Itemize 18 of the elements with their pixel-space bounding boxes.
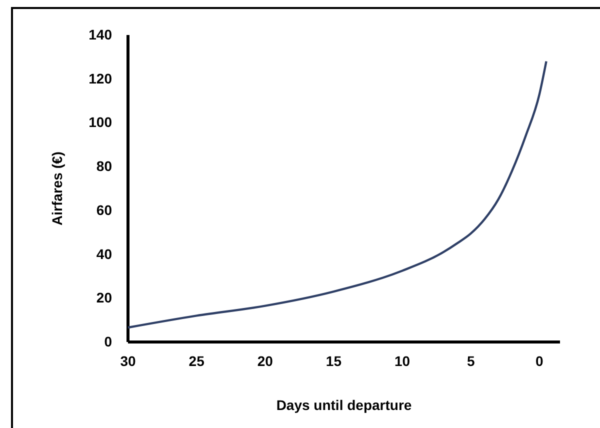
y-tick-label: 20 — [96, 290, 112, 306]
x-tick-label: 25 — [188, 352, 205, 369]
y-tick-label: 80 — [96, 158, 112, 174]
x-tick-label: 30 — [120, 352, 136, 369]
y-tick-label: 100 — [88, 114, 112, 130]
y-axis-title: Airfares (€) — [49, 152, 65, 226]
y-tick-label: 60 — [96, 202, 112, 218]
line-series — [126, 60, 548, 329]
y-tick-label: 140 — [88, 26, 112, 42]
y-tick-label: 40 — [96, 246, 112, 262]
x-axis-title: Days until departure — [276, 397, 412, 413]
x-tick-label: 15 — [326, 352, 342, 369]
x-tick-label: 5 — [466, 352, 475, 369]
y-tick-label: 0 — [104, 333, 112, 350]
x-tick-label: 20 — [257, 352, 274, 369]
y-tick-label: 120 — [88, 70, 112, 86]
x-tick-label: 10 — [394, 352, 410, 369]
x-tick-label: 0 — [536, 352, 544, 369]
